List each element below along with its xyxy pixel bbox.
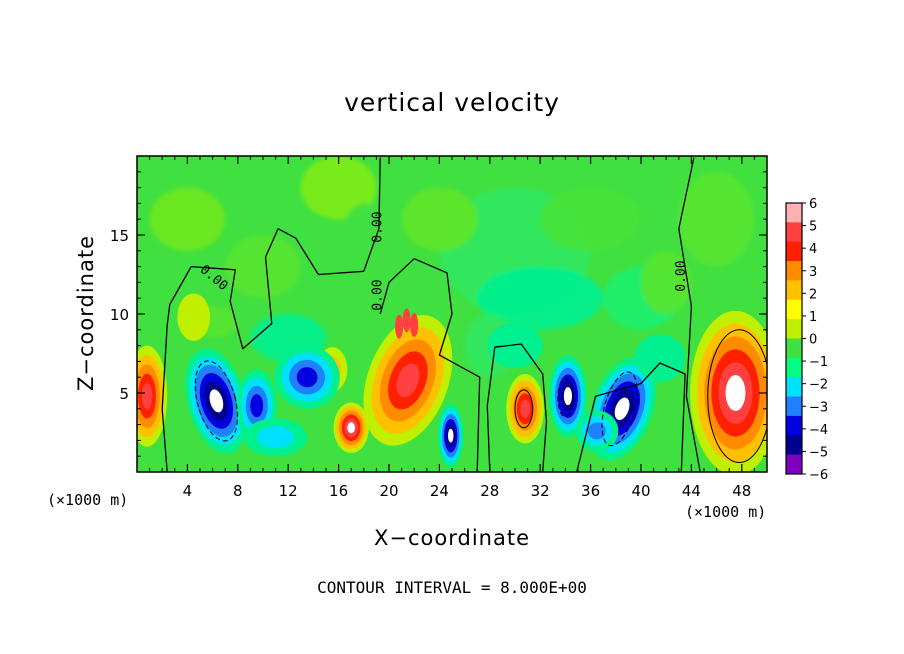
colorbar-swatch (786, 280, 802, 301)
colorbar-label: 2 (809, 287, 817, 302)
contour-label: 0.00 (370, 211, 385, 242)
colorbar-label: −1 (809, 355, 828, 370)
colorbar-swatch (786, 435, 802, 456)
colorbar-swatch (786, 357, 802, 378)
colorbar-swatch (786, 261, 802, 281)
x-tick-label: 40 (631, 482, 650, 500)
colorbar-label: 6 (809, 197, 817, 212)
colorbar-label: −3 (809, 400, 828, 415)
x-tick-label: 4 (183, 482, 193, 500)
colorbar-label: 1 (809, 310, 817, 325)
chart-title: vertical velocity (344, 88, 560, 117)
y-tick-label: 10 (110, 306, 129, 324)
colorbar-label: −2 (809, 378, 828, 393)
x-axis-label: X−coordinate (374, 526, 530, 550)
x-tick-label: 32 (531, 482, 550, 500)
colorbar-swatch (786, 319, 802, 339)
zero-contour-line (576, 362, 686, 472)
x-tick-label: 28 (480, 482, 499, 500)
zero-contour-line (161, 157, 381, 472)
magnitude-contour (194, 360, 239, 442)
x-tick-label: 24 (430, 482, 449, 500)
zero-contour-line (379, 258, 481, 472)
x-tick-label: 48 (732, 482, 751, 500)
contour-label: 0.00 (674, 260, 689, 291)
y-tick-label: 5 (119, 385, 129, 403)
colorbar-swatch (786, 299, 802, 320)
contour-label: 0.00 (370, 279, 385, 310)
x-tick-label: 20 (379, 482, 398, 500)
x-tick-label: 16 (329, 482, 348, 500)
x-unit-label-left: (×1000 m) (47, 491, 129, 509)
colorbar-swatch (786, 377, 802, 398)
colorbar-swatch (786, 338, 802, 359)
contour-interval-note: CONTOUR INTERVAL = 8.000E+00 (317, 578, 587, 597)
magnitude-contour (557, 378, 574, 418)
magnitude-contour (514, 389, 534, 429)
colorbar-label: −5 (809, 445, 828, 460)
colorbar-label: −4 (809, 423, 828, 438)
colorbar: 6 5 4 3 2 1 0 −1 −2 −3 −4 −5 −6 (785, 197, 828, 483)
magnitude-contour (601, 371, 638, 447)
x-tick-label: 8 (233, 482, 243, 500)
zero-contour-line (678, 157, 701, 472)
x-tick-label: 12 (279, 482, 298, 500)
colorbar-swatch (786, 415, 802, 436)
x-tick-label: 36 (581, 482, 600, 500)
colorbar-label: 4 (809, 242, 817, 257)
colorbar-label: 3 (809, 265, 817, 280)
y-axis-label: Z−coordinate (74, 235, 98, 391)
velocity-field (137, 156, 767, 472)
colorbar-label: 0 (809, 333, 817, 348)
x-unit-label-right: (×1000 m) (685, 503, 767, 521)
zero-contour-line (486, 343, 548, 472)
colorbar-label: −6 (809, 468, 828, 483)
colorbar-swatch (786, 241, 802, 262)
magnitude-contour (707, 329, 767, 464)
colorbar-swatch (786, 454, 802, 475)
colorbar-swatch (786, 396, 802, 417)
x-tick-label: 44 (682, 482, 701, 500)
colorbar-swatch (786, 203, 802, 223)
y-tick-label: 15 (110, 227, 129, 245)
colorbar-swatch (786, 222, 802, 243)
colorbar-label: 5 (809, 220, 817, 235)
